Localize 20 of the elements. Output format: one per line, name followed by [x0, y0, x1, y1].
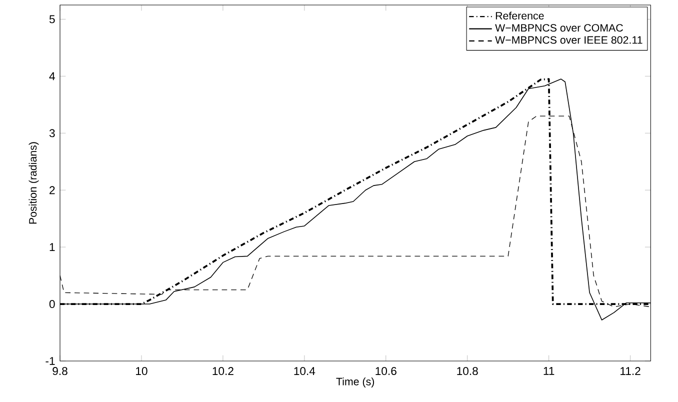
legend-label: W−MBPNCS over COMAC	[495, 24, 623, 32]
y-tick-label: 1	[50, 243, 55, 251]
y-tick-label: 5	[49, 15, 55, 24]
x-axis-title: Time (s)	[336, 378, 374, 388]
y-tick-label: 2	[50, 186, 55, 194]
legend-label: Reference	[496, 12, 544, 20]
y-axis-title: Position (radians)	[28, 142, 39, 224]
x-tick-label: 9.8	[52, 367, 68, 376]
x-tick-label: 11.2	[620, 367, 640, 375]
x-tick-label: 10.8	[457, 367, 478, 376]
legend-label: W−MBPNCS over IEEE 802.11	[495, 36, 642, 44]
y-tick-label: 3	[49, 129, 55, 138]
y-tick-label: 4	[49, 72, 55, 80]
y-tick-label: 0	[49, 300, 55, 308]
x-tick-label: 10.6	[376, 367, 396, 376]
x-tick-label: 10	[136, 367, 148, 376]
y-tick-label: -1	[46, 357, 55, 365]
x-tick-label: 11	[544, 367, 554, 375]
x-tick-label: 10.2	[212, 367, 234, 376]
x-tick-label: 10.4	[294, 367, 316, 376]
